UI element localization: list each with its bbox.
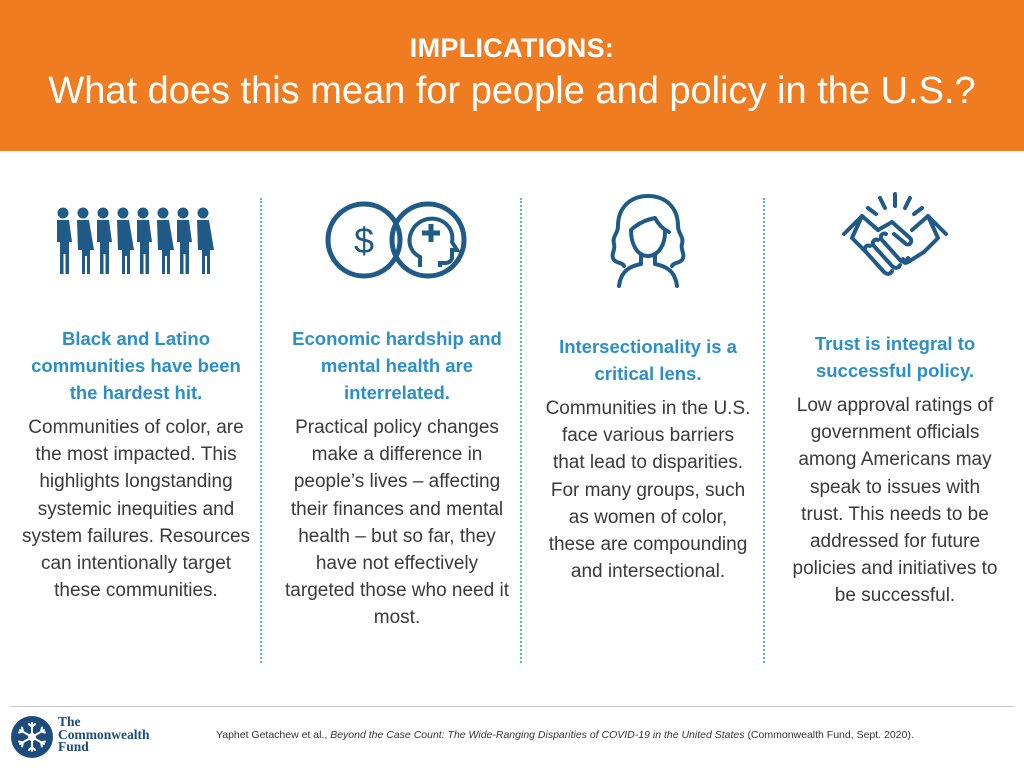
- header-banner: IMPLICATIONS: What does this mean for pe…: [0, 0, 1024, 151]
- citation-source: (Commonwealth Fund, Sept. 2020).: [747, 729, 914, 741]
- column-heading: Black and Latino communities have been t…: [31, 328, 241, 403]
- column-body: Practical policy changes make a differen…: [285, 417, 509, 629]
- column-intersectionality: Intersectionality is a critical lens. Co…: [545, 185, 751, 585]
- column-body: Communities of color, are the most impac…: [21, 417, 251, 602]
- column-economic-hardship: $ Economic hardship and mental health ar…: [284, 185, 510, 632]
- woman-portrait-icon: [545, 185, 751, 295]
- column-heading: Economic hardship and mental health are …: [292, 328, 502, 403]
- handshake-icon: [787, 185, 1003, 295]
- column-heading: Trust is integral to successful policy.: [814, 333, 976, 381]
- money-mind-icon: $: [284, 185, 510, 295]
- column-body: Communities in the U.S. face various bar…: [545, 398, 751, 583]
- column-heading: Intersectionality is a critical lens.: [559, 336, 737, 384]
- logo-line: Commonwealth: [58, 726, 150, 742]
- citation-authors: Yaphet Getachew et al.,: [216, 729, 328, 741]
- column-body: Low approval ratings of government offic…: [792, 395, 998, 607]
- logo-line: The: [58, 714, 81, 729]
- column-hardest-hit: Black and Latino communities have been t…: [20, 185, 252, 604]
- source-citation: Yaphet Getachew et al., Beyond the Case …: [216, 729, 914, 741]
- column-trust: Trust is integral to successful policy. …: [787, 185, 1003, 610]
- column-divider: [520, 198, 522, 663]
- snowflake-logo-icon: [10, 715, 54, 764]
- footer-rule: [10, 706, 1014, 707]
- column-divider: [260, 198, 262, 663]
- citation-title: Beyond the Case Count: The Wide-Ranging …: [330, 729, 745, 741]
- logo-line: Fund: [58, 739, 89, 754]
- people-group-icon: [20, 185, 252, 295]
- column-divider: [763, 198, 765, 663]
- logo-wordmark: The Commonwealth Fund: [58, 714, 150, 754]
- page-title: What does this mean for people and polic…: [48, 70, 976, 112]
- svg-text:$: $: [354, 220, 374, 261]
- header-kicker: IMPLICATIONS:: [409, 33, 615, 63]
